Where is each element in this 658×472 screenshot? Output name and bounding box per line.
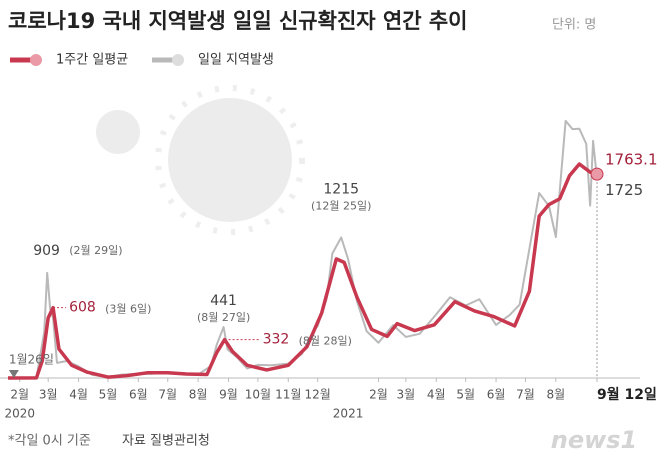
legend-swatch (30, 54, 42, 66)
x-tick-label: 7월 (516, 388, 535, 402)
annotation-note: (8월 27일) (197, 310, 250, 324)
end-point (590, 167, 604, 181)
annotation: 1월26일 (9, 353, 54, 367)
annotation-value: 608 (69, 300, 96, 316)
x-tick-label: 2월 (369, 388, 388, 402)
x-tick-label: 9월 12일 (597, 386, 657, 403)
x-tick-label: 6월 (487, 388, 506, 402)
x-tick-label: 2월 (10, 388, 29, 402)
x-tick-label: 8월 (189, 388, 208, 402)
first-case-marker (8, 370, 19, 378)
annotation-note: (8월 28일) (299, 334, 352, 348)
annotation-value: 332 (263, 332, 290, 348)
x-tick-label: 3월 (39, 388, 58, 402)
x-tick-label: 5월 (99, 388, 118, 402)
source: 자료 질병관리청 (122, 434, 210, 449)
legend-label: 일일 지역발생 (198, 53, 274, 68)
year-label: 2020 (4, 407, 35, 421)
annotation-value: 909 (33, 243, 60, 259)
x-tick-label: 8월 (546, 388, 565, 402)
x-tick-label: 6월 (129, 388, 148, 402)
legend-label: 1주간 일평균 (56, 53, 128, 68)
x-tick-label: 5월 (456, 388, 475, 402)
average-line (7, 162, 598, 380)
x-tick-label: 10월 (245, 388, 271, 402)
annotation-value: 441 (210, 293, 237, 309)
footnote: *각일 0시 기준 (8, 434, 91, 449)
virus-illustration (96, 85, 305, 235)
x-tick-label: 11월 (275, 388, 301, 402)
unit-label: 단위: 명 (552, 18, 596, 33)
annotation-note: (12월 25일) (311, 198, 371, 212)
annotation-note: (3월 6일) (105, 302, 151, 316)
x-tick-label: 12월 (305, 388, 331, 402)
year-label: 2021 (333, 407, 364, 421)
chart-title: 코로나19 국내 지역발생 일일 신규확진자 연간 추이 (8, 9, 468, 33)
annotation-value: 1725 (605, 181, 643, 199)
x-tick-label: 3월 (397, 388, 416, 402)
annotation-value: 1215 (323, 181, 359, 197)
annotation-note: (2월 29일) (69, 243, 122, 257)
legend-swatch (172, 54, 184, 66)
annotation-value: 1763.1 (605, 151, 658, 169)
x-tick-label: 7월 (158, 388, 177, 402)
logo: news1 (551, 426, 638, 454)
x-tick-label: 4월 (69, 388, 88, 402)
x-tick-label: 4월 (427, 388, 446, 402)
x-tick-label: 9월 (219, 388, 238, 402)
